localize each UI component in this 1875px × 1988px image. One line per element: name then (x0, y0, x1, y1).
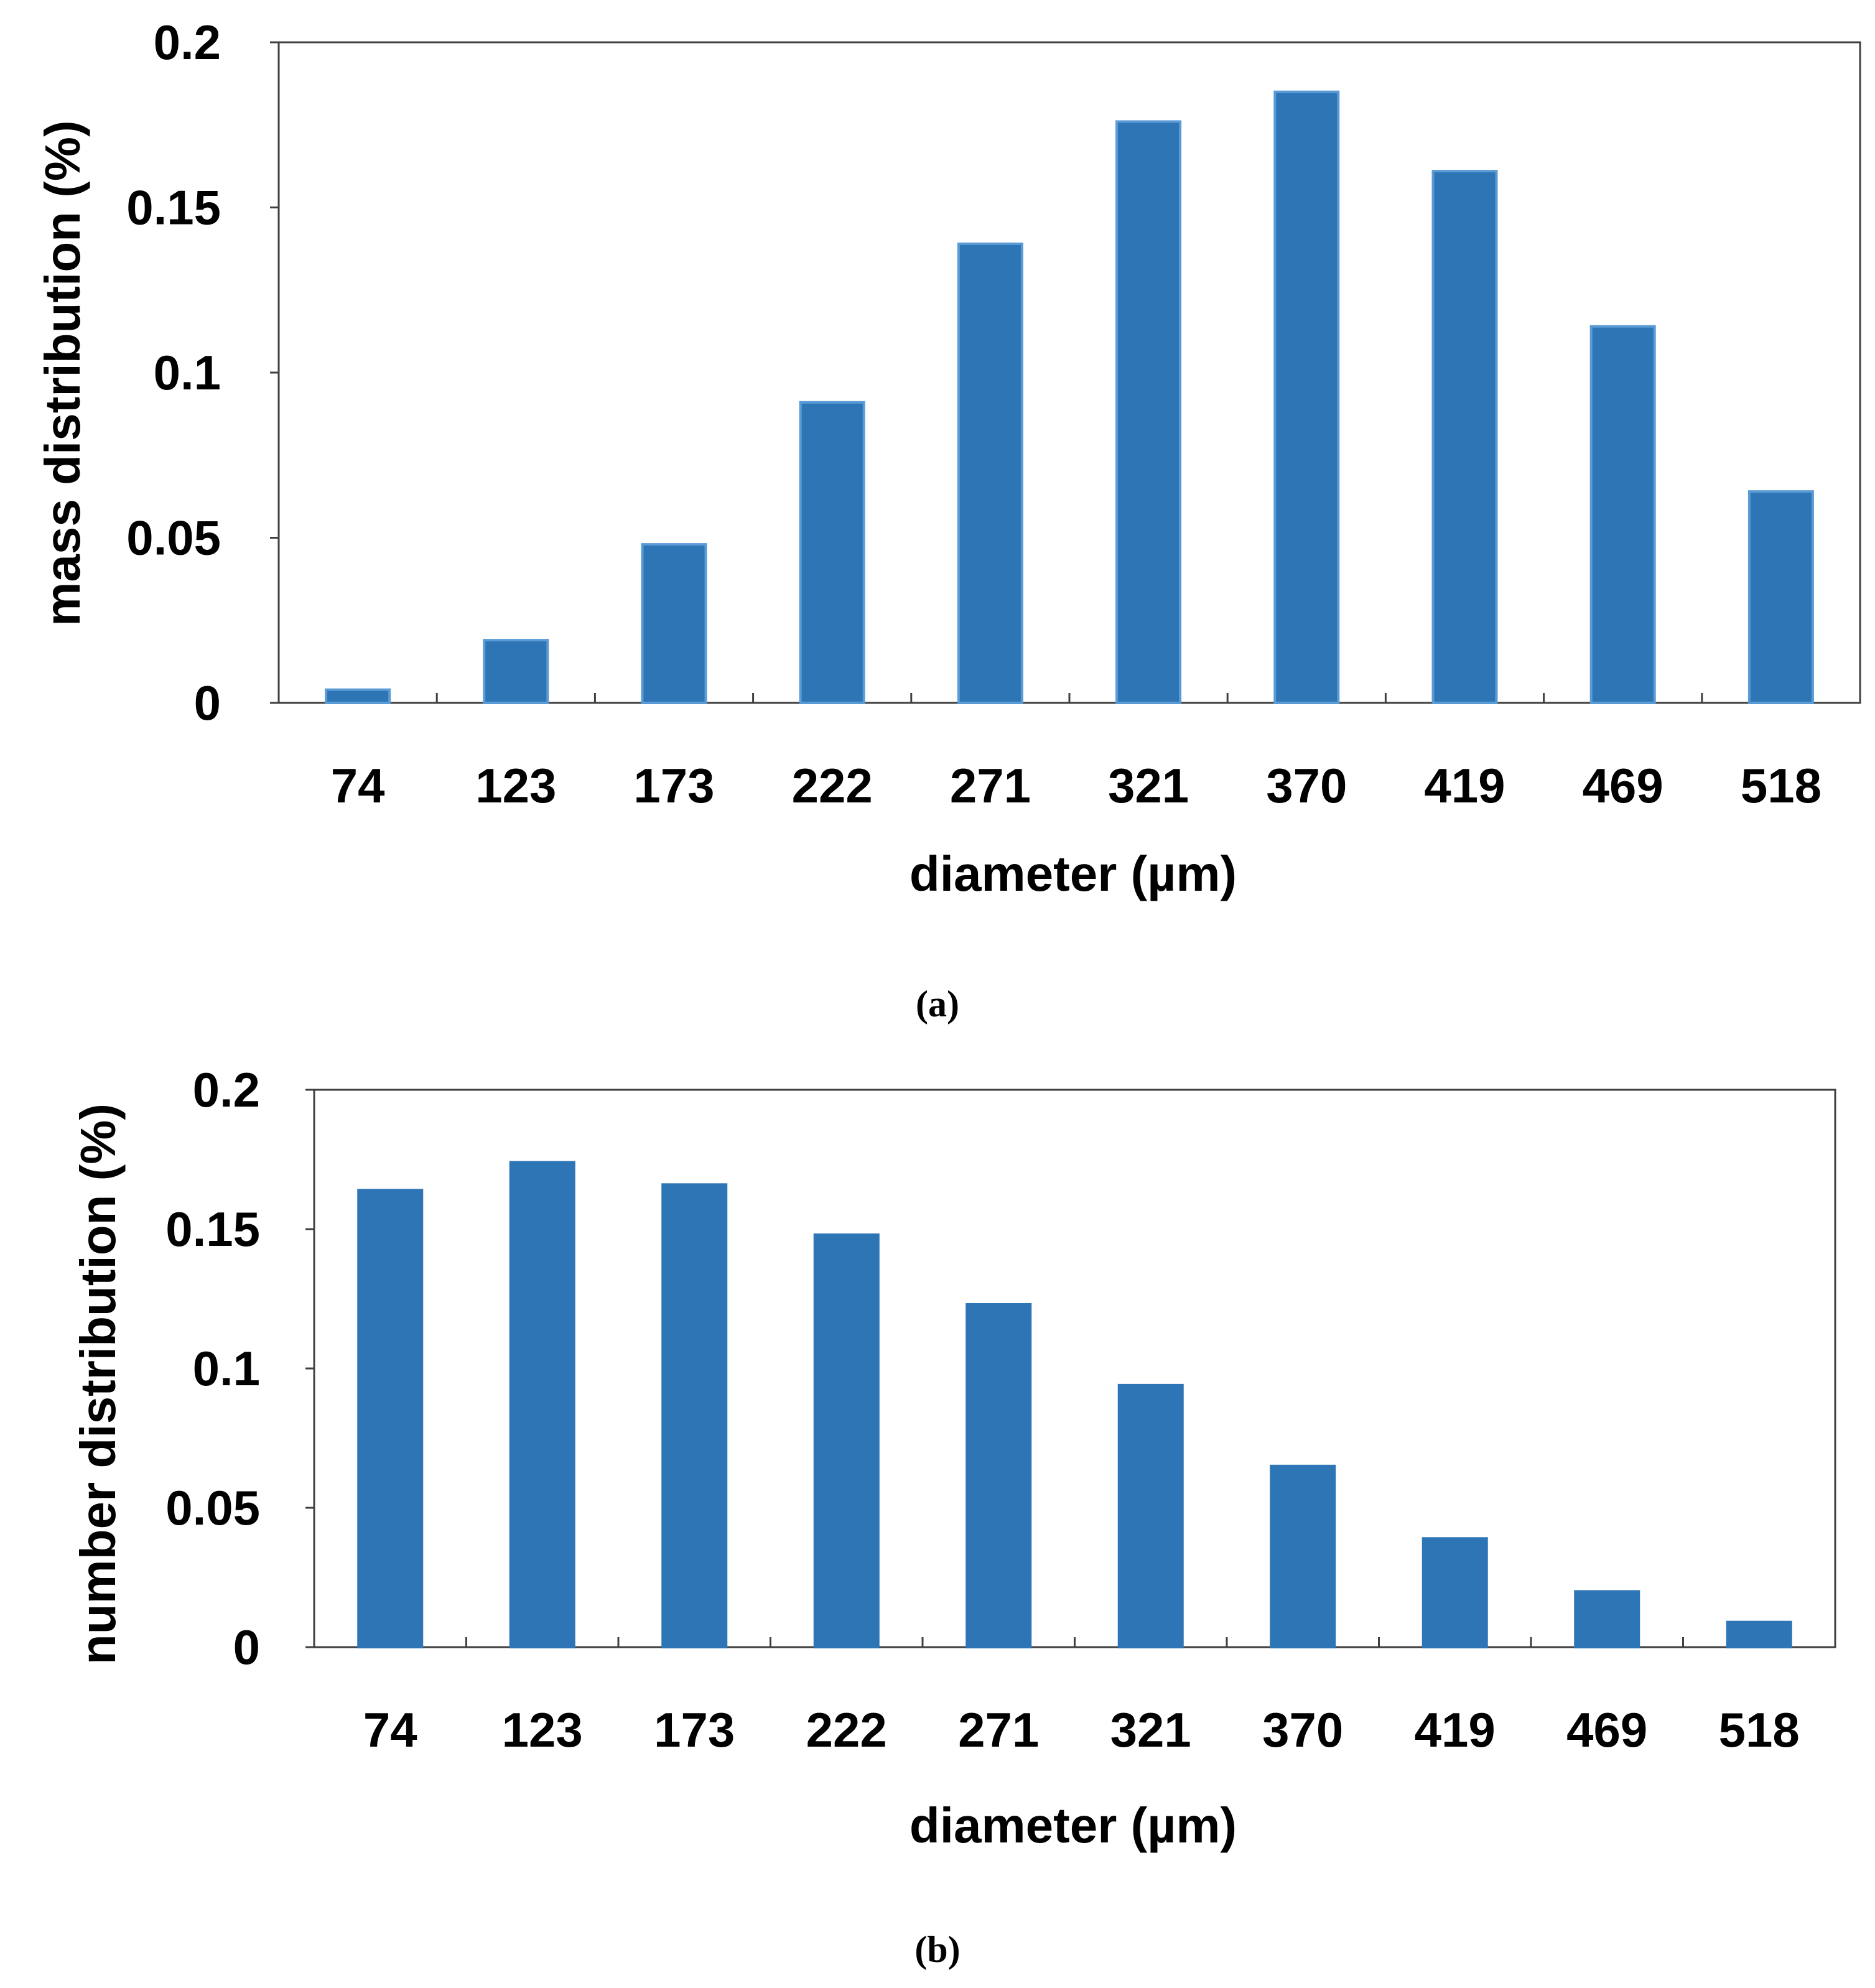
y-tick-label-b: 0.2 (193, 1062, 260, 1117)
x-tick-label-a: 123 (475, 758, 556, 813)
caption-a-label: (a) (916, 983, 959, 1024)
bar-a-74 (325, 688, 391, 705)
bar-a-173 (641, 543, 707, 704)
bar-b-518 (1726, 1620, 1792, 1648)
y-tick-label-b: 0 (233, 1620, 260, 1674)
x-tick-label-a: 370 (1266, 758, 1347, 813)
x-tick-label-b: 321 (1110, 1702, 1191, 1757)
x-tick-label-a: 419 (1424, 758, 1505, 813)
bar-b-222 (813, 1233, 880, 1648)
bar-b-123 (509, 1161, 575, 1649)
chart-a: 0 0.05 0.1 0.15 0.2 74 123 173 222 271 321 370 419 46… (35, 15, 1861, 901)
bar-b-173 (661, 1183, 728, 1648)
caption-b-label: (b) (914, 1929, 961, 1970)
plot-area-b: 0 0.05 0.1 0.15 0.2 74 123 173 222 271 321 370 419 46… (165, 1062, 1836, 1757)
bar-a-321 (1115, 120, 1182, 704)
y-tick-label-a: 0.05 (126, 511, 221, 565)
x-tick-label-b: 419 (1415, 1702, 1496, 1757)
x-tick-label-a: 469 (1583, 758, 1663, 813)
bar-b-271 (965, 1303, 1032, 1648)
y-axis-title-a: mass distribution (%) (35, 120, 90, 626)
x-tick-label-a: 321 (1108, 758, 1189, 813)
caption-b: (b) (0, 1928, 1875, 1971)
bar-a-419 (1431, 170, 1498, 704)
x-tick-label-a: 222 (792, 758, 873, 813)
x-axis-title-a: diameter (µm) (910, 846, 1237, 901)
bar-a-370 (1273, 90, 1340, 704)
bar-b-469 (1574, 1590, 1640, 1649)
bar-a-518 (1747, 490, 1814, 704)
x-tick-label-b: 123 (502, 1702, 583, 1757)
y-tick-label-a: 0.1 (154, 345, 221, 400)
y-tick-label-a: 0 (194, 676, 221, 730)
x-tick-label-a: 74 (331, 758, 385, 813)
bar-b-321 (1117, 1383, 1184, 1648)
chart-b: 0 0.05 0.1 0.15 0.2 74 123 173 222 271 321 370 419 46… (70, 1062, 1836, 1853)
y-tick-label-b: 0.05 (165, 1480, 260, 1535)
x-tick-label-b: 469 (1566, 1702, 1647, 1757)
caption-a: (a) (0, 983, 1875, 1026)
x-tick-label-b: 518 (1719, 1702, 1800, 1757)
y-tick-label-a: 0.2 (154, 15, 221, 70)
y-axis-title-b: number distribution (%) (70, 1103, 126, 1665)
x-tick-label-a: 173 (633, 758, 714, 813)
bar-a-469 (1589, 325, 1656, 704)
bar-a-222 (799, 401, 865, 704)
bar-b-370 (1270, 1464, 1336, 1648)
x-tick-label-a: 518 (1741, 758, 1821, 813)
x-tick-label-b: 370 (1262, 1702, 1343, 1757)
bar-b-419 (1421, 1537, 1488, 1649)
x-tick-label-b: 173 (654, 1702, 735, 1757)
bar-a-271 (957, 242, 1023, 705)
y-tick-label-a: 0.15 (126, 180, 221, 235)
x-tick-label-b: 74 (363, 1702, 417, 1757)
x-axis-title-b: diameter (µm) (910, 1798, 1237, 1853)
x-tick-label-a: 271 (950, 758, 1031, 813)
plot-area-a: 0 0.05 0.1 0.15 0.2 74 123 173 222 271 321 370 419 46… (126, 15, 1861, 813)
x-tick-label-b: 271 (958, 1702, 1039, 1757)
y-tick-label-b: 0.15 (165, 1202, 260, 1256)
y-tick-label-b: 0.1 (193, 1341, 260, 1396)
bar-a-123 (483, 639, 549, 704)
x-tick-label-b: 222 (806, 1702, 887, 1757)
bar-b-74 (357, 1189, 424, 1648)
